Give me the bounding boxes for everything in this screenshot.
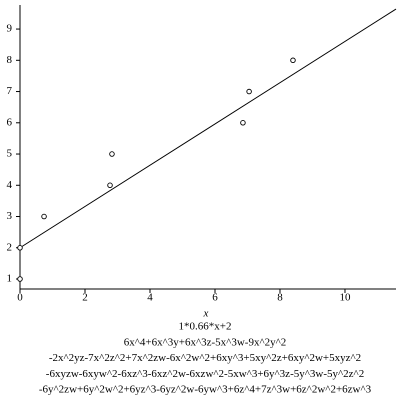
y-tick-label: 3 [7, 210, 13, 222]
x-tick-label: 4 [147, 292, 153, 304]
point [240, 120, 246, 126]
y-tick-label: 5 [7, 148, 13, 160]
x-axis-label: x [203, 308, 209, 320]
y-tick-label: 1 [7, 273, 13, 285]
point [109, 151, 115, 157]
point [246, 88, 252, 95]
y-tick-label: 7 [7, 85, 13, 97]
point [41, 213, 47, 220]
caption-line: -6y^2zw+6y^2w^2+6yz^3-6yz^2w-6yw^3+6z^4+… [39, 384, 372, 396]
y-tick-label: 8 [7, 54, 13, 66]
x-tick-label: 2 [82, 292, 88, 304]
caption-line: -6xyzw-6xyw^2-6xz^3-6xz^2w-6xzw^2-5xw^3+… [46, 368, 364, 380]
x-tick-label: 6 [212, 292, 218, 304]
point [107, 182, 113, 189]
point [17, 245, 23, 251]
x-tick-label: 10 [339, 292, 351, 304]
fit-line [19, 8, 397, 249]
x-tick-label: 0 [17, 292, 23, 304]
point [290, 57, 296, 64]
point [17, 276, 23, 282]
y-tick-label: 4 [7, 179, 13, 191]
y-tick-label: 2 [7, 241, 13, 253]
x-tick-label: 8 [277, 292, 283, 304]
caption-line: 6x^4+6x^3y+6x^3z-5x^3w-9x^2y^2 [124, 336, 287, 348]
y-tick-label: 9 [7, 23, 13, 35]
y-tick-label: 6 [7, 116, 13, 128]
caption-line: -2x^2yz-7x^2z^2+7x^2zw-6x^2w^2+6xy^3+5xy… [49, 352, 361, 364]
caption-line: 1*0.66*x+2 [179, 321, 232, 333]
